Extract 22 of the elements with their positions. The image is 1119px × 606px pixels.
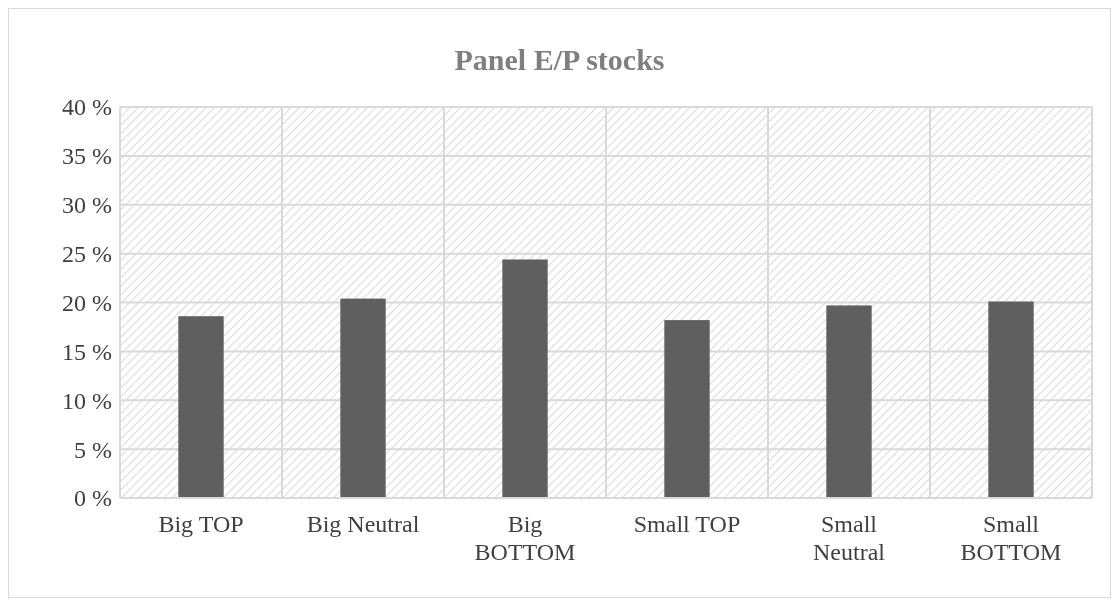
y-tick-label: 30 % xyxy=(62,192,112,219)
x-tick-label: Big TOP xyxy=(158,511,244,537)
bar xyxy=(340,298,386,498)
bar xyxy=(502,259,548,498)
bar xyxy=(988,301,1034,498)
y-tick-label: 5 % xyxy=(74,436,112,463)
y-tick-label: 15 % xyxy=(62,338,112,365)
bar xyxy=(664,320,710,498)
y-tick-label: 40 % xyxy=(62,94,112,121)
y-tick-label: 0 % xyxy=(74,485,112,512)
chart-title: Panel E/P stocks xyxy=(454,43,665,76)
x-tick-label: Big Neutral xyxy=(306,511,420,537)
x-tick-label: Small Neutral xyxy=(813,511,886,565)
y-tick-label: 10 % xyxy=(62,387,112,414)
x-tick-label: Small BOTTOM xyxy=(960,511,1062,565)
x-tick-label: Big BOTTOM xyxy=(474,511,576,565)
bar xyxy=(826,305,872,498)
bar xyxy=(178,316,224,498)
y-tick-label: 20 % xyxy=(62,289,112,316)
y-tick-label: 35 % xyxy=(62,143,112,170)
y-tick-label: 25 % xyxy=(62,241,112,268)
x-tick-label: Small TOP xyxy=(633,511,741,537)
